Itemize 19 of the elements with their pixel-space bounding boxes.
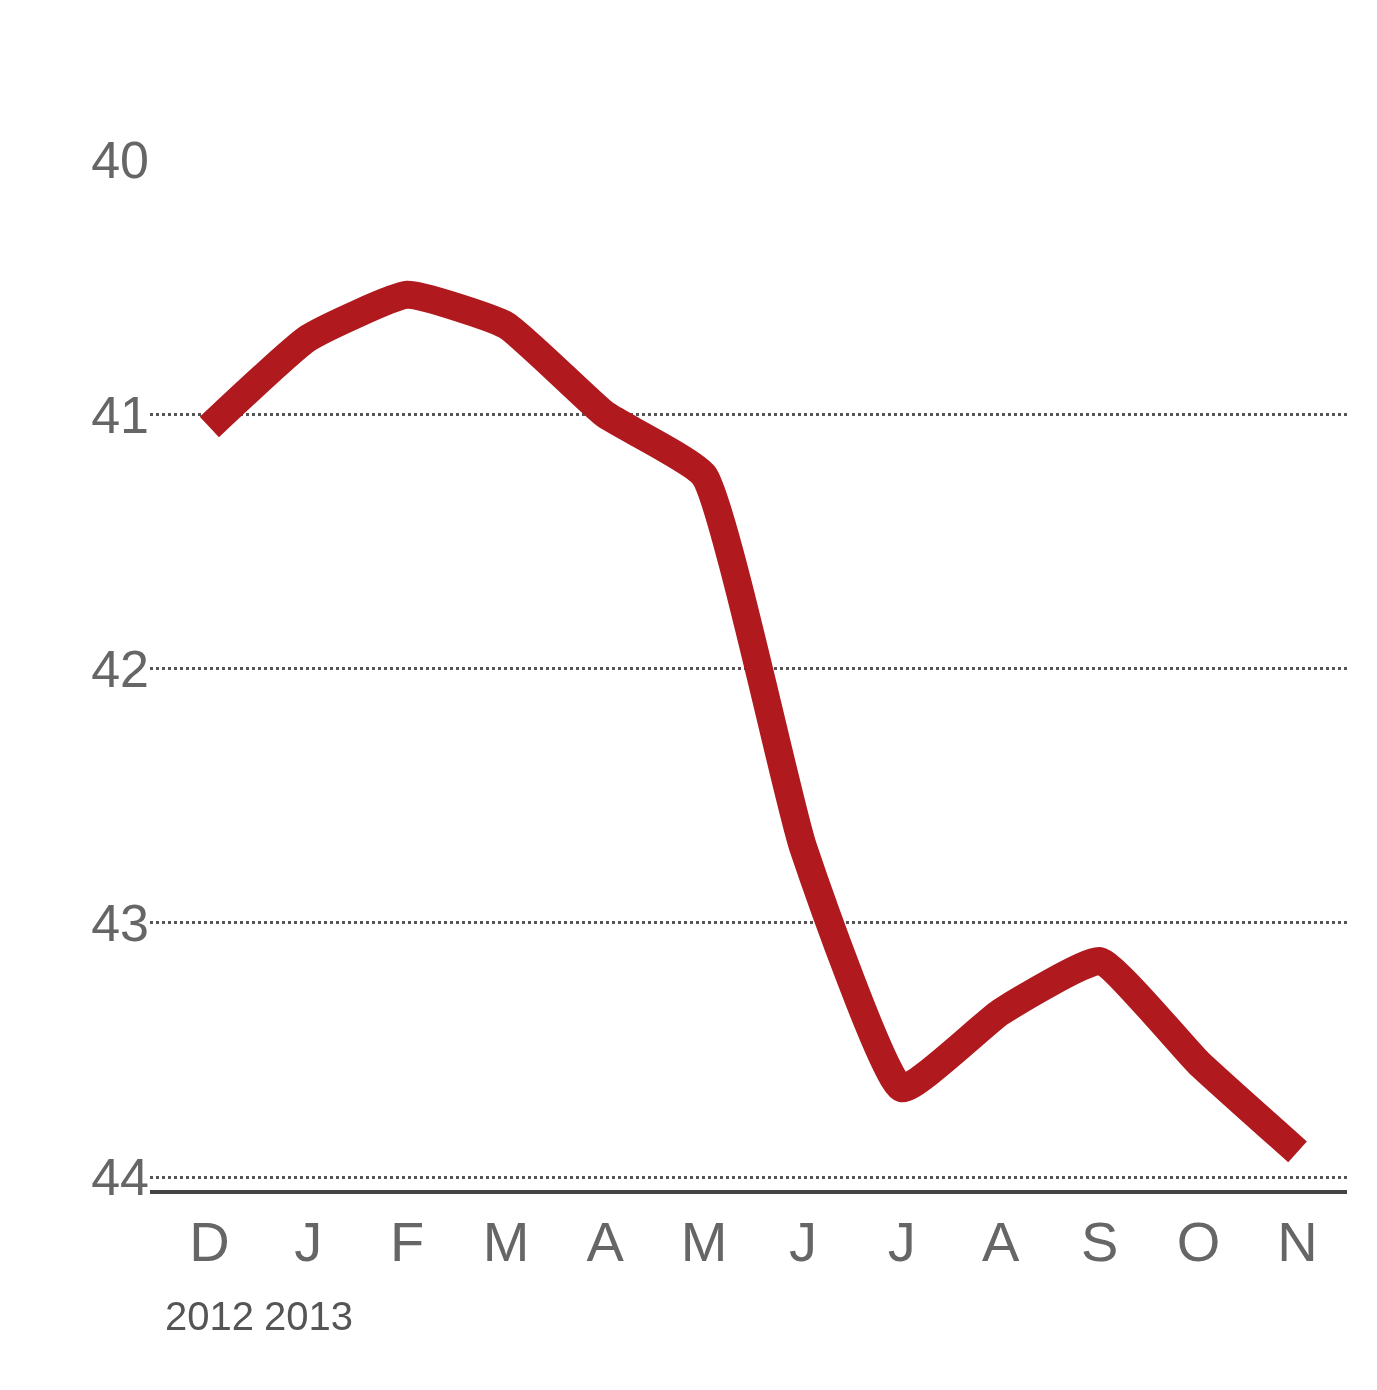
x-tick-label: M [482, 1210, 530, 1274]
x-tick-label: S [1081, 1210, 1119, 1274]
y-tick-label: 42 [91, 639, 149, 698]
text: 2012 [165, 1294, 254, 1338]
y-tick-label: 41 [91, 385, 149, 444]
x-tick-label: N [1277, 1210, 1318, 1274]
x-tick-label: A [982, 1210, 1021, 1274]
x-tick-label: J [788, 1210, 817, 1274]
x-tick-label: A [586, 1210, 625, 1274]
text: 2013 [264, 1294, 353, 1338]
y-tick-label: 40 [91, 131, 149, 190]
x-tick-label: J [294, 1210, 323, 1274]
x-tick-label: F [390, 1210, 425, 1274]
x-tick-label: M [680, 1210, 728, 1274]
x-tick-label: D [189, 1210, 230, 1274]
y-tick-label: 43 [91, 894, 149, 953]
y-tick-label: 44 [91, 1148, 149, 1207]
x-tick-label: O [1176, 1210, 1221, 1274]
x-tick-label: J [887, 1210, 916, 1274]
